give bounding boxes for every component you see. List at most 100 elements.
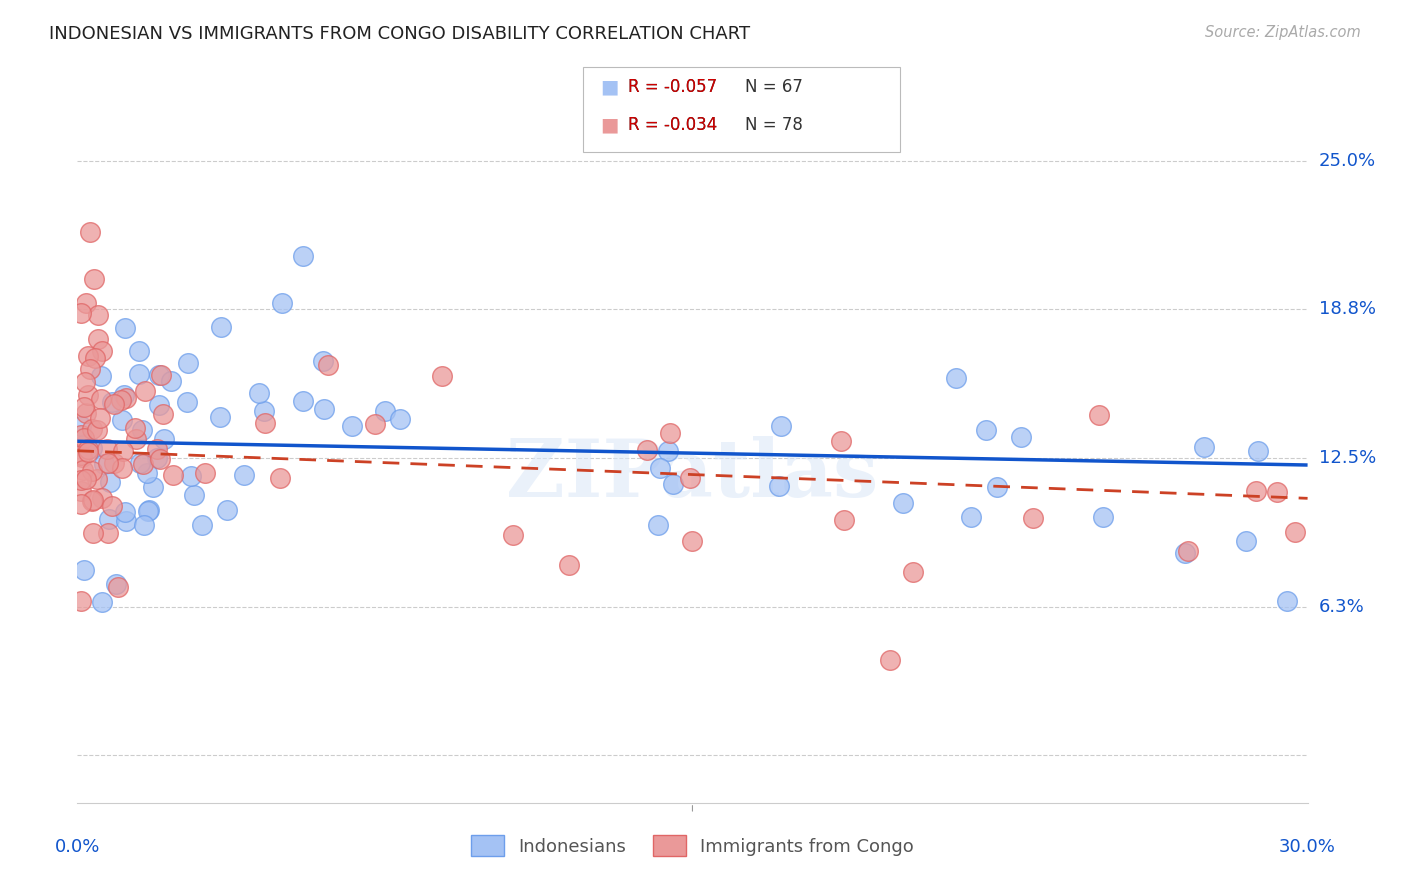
Point (682, 534, 704, 549)
Point (77, 387, 100, 401)
Point (131, 424, 153, 438)
Point (768, 479, 790, 493)
Point (70, 419, 93, 434)
Point (114, 321, 136, 335)
Point (70, 483, 93, 498)
Point (135, 466, 157, 480)
Text: 30.0%: 30.0% (1279, 838, 1336, 855)
Point (111, 412, 134, 426)
Point (83, 272, 105, 286)
Point (82, 526, 104, 541)
Point (152, 407, 174, 421)
Point (1246, 484, 1268, 499)
Point (145, 442, 167, 456)
Point (194, 466, 217, 480)
Point (110, 393, 132, 408)
Point (153, 432, 176, 446)
Point (149, 452, 172, 467)
Point (101, 394, 124, 409)
Y-axis label: Disability: Disability (0, 404, 8, 488)
Text: 18.8%: 18.8% (1319, 301, 1375, 318)
Point (1088, 408, 1111, 422)
Point (142, 480, 165, 494)
Point (832, 512, 855, 526)
Point (97, 525, 120, 540)
Text: N = 78: N = 78 (745, 116, 803, 134)
Point (316, 358, 339, 372)
Point (1174, 546, 1197, 560)
Point (960, 509, 983, 524)
Point (769, 418, 792, 433)
Point (1234, 534, 1257, 549)
Text: R = -0.034: R = -0.034 (628, 116, 717, 134)
Point (91, 491, 114, 505)
Point (89, 411, 111, 425)
Point (657, 443, 679, 458)
Point (374, 404, 396, 418)
Text: Source: ZipAtlas.com: Source: ZipAtlas.com (1205, 25, 1361, 40)
Point (104, 577, 127, 591)
Point (70, 448, 93, 462)
Point (90, 343, 114, 358)
Point (945, 370, 967, 384)
Legend: Indonesians, Immigrants from Congo: Indonesians, Immigrants from Congo (463, 826, 922, 865)
Point (1265, 484, 1288, 499)
Point (253, 416, 276, 430)
Point (271, 296, 294, 310)
Point (76, 349, 98, 363)
Text: INDONESIAN VS IMMIGRANTS FROM CONGO DISABILITY CORRELATION CHART: INDONESIAN VS IMMIGRANTS FROM CONGO DISA… (49, 25, 751, 43)
Point (502, 528, 524, 542)
Point (1284, 525, 1306, 540)
Point (103, 397, 125, 411)
Point (986, 480, 1008, 494)
Point (659, 426, 682, 441)
Point (145, 450, 167, 465)
Point (647, 517, 669, 532)
Point (138, 504, 160, 518)
Point (97, 457, 120, 471)
Point (176, 395, 198, 409)
Point (86, 472, 108, 486)
Point (180, 469, 202, 483)
Point (233, 467, 256, 482)
Point (160, 374, 183, 388)
Point (79, 361, 101, 376)
Point (312, 353, 335, 368)
Point (148, 368, 170, 382)
Point (86, 424, 108, 438)
Point (132, 458, 155, 472)
Point (73, 401, 96, 415)
Point (132, 518, 155, 533)
Text: R = -0.034: R = -0.034 (628, 116, 717, 134)
Point (1177, 543, 1199, 558)
Point (1022, 510, 1045, 524)
Point (1010, 430, 1032, 444)
Point (209, 320, 232, 334)
Point (1275, 593, 1298, 607)
Point (901, 565, 924, 579)
Text: ZIPatlas: ZIPatlas (506, 435, 879, 514)
Point (73, 563, 96, 577)
Point (112, 444, 135, 458)
Point (1247, 444, 1270, 458)
Point (208, 409, 231, 424)
Point (661, 476, 683, 491)
Point (312, 401, 335, 416)
Point (636, 442, 658, 457)
Text: R = -0.057: R = -0.057 (628, 78, 717, 95)
Point (90, 392, 112, 406)
Point (77, 445, 100, 459)
Point (70, 428, 93, 442)
Point (84, 351, 107, 366)
Point (96, 442, 118, 456)
Point (291, 393, 314, 408)
Point (183, 487, 205, 501)
Point (103, 456, 125, 470)
Point (73, 437, 96, 451)
Point (162, 468, 184, 483)
Point (129, 456, 152, 470)
Point (389, 412, 412, 426)
Point (79, 225, 101, 239)
Point (134, 384, 156, 398)
Text: ■: ■ (600, 115, 619, 135)
